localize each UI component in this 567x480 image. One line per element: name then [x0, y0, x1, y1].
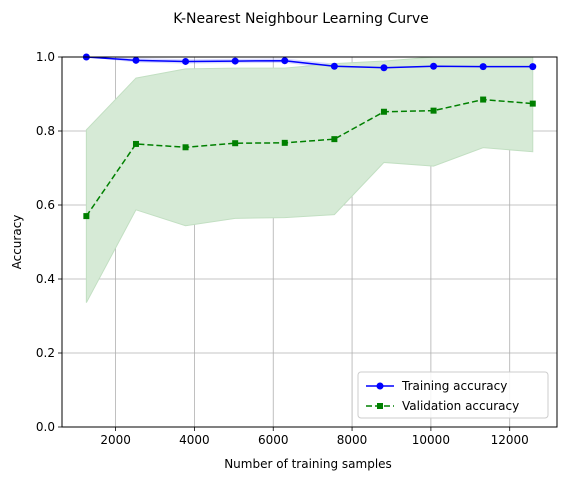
y-tick-label: 1.0	[36, 50, 55, 64]
legend: Training accuracy Validation accuracy	[358, 372, 548, 418]
validation-accuracy-point	[530, 101, 536, 107]
x-axis-label: Number of training samples	[224, 457, 392, 471]
training-accuracy-point	[480, 63, 487, 70]
y-tick-label: 0.4	[36, 272, 55, 286]
x-tick-label: 6000	[258, 433, 289, 447]
training-accuracy-point	[182, 58, 189, 65]
validation-accuracy-point	[381, 109, 387, 115]
x-tick-label: 8000	[337, 433, 368, 447]
validation-accuracy-point	[431, 108, 437, 114]
validation-accuracy-point	[282, 140, 288, 146]
x-axis-ticks: 2000 4000 6000 8000 10000 12000	[100, 427, 528, 447]
training-accuracy-point	[331, 63, 338, 70]
chart-title: K-Nearest Neighbour Learning Curve	[173, 11, 429, 27]
training-accuracy-point	[232, 58, 239, 65]
x-tick-label: 12000	[491, 433, 529, 447]
validation-accuracy-point	[133, 141, 139, 147]
training-accuracy-point	[281, 57, 288, 64]
y-tick-label: 0.8	[36, 124, 55, 138]
validation-accuracy-band	[86, 57, 532, 303]
training-accuracy-point	[132, 57, 139, 64]
y-tick-label: 0.2	[36, 346, 55, 360]
y-axis-ticks: 0.0 0.2 0.4 0.6 0.8 1.0	[36, 50, 62, 434]
validation-accuracy-point	[480, 97, 486, 103]
y-tick-label: 0.6	[36, 198, 55, 212]
training-accuracy-point	[430, 63, 437, 70]
legend-training-swatch-marker	[377, 383, 384, 390]
validation-accuracy-point	[331, 136, 337, 142]
training-accuracy-point	[380, 64, 387, 71]
confidence-bands	[86, 57, 532, 303]
validation-accuracy-point	[183, 144, 189, 150]
validation-accuracy-point	[232, 140, 238, 146]
legend-validation-swatch-marker	[377, 403, 383, 409]
x-tick-label: 2000	[100, 433, 131, 447]
x-tick-label: 4000	[179, 433, 210, 447]
legend-training-label: Training accuracy	[401, 379, 507, 393]
y-tick-label: 0.0	[36, 420, 55, 434]
validation-accuracy-point	[83, 213, 89, 219]
training-accuracy-point	[529, 63, 536, 70]
y-axis-label: Accuracy	[10, 215, 24, 270]
x-tick-label: 10000	[412, 433, 450, 447]
legend-validation-label: Validation accuracy	[402, 399, 519, 413]
